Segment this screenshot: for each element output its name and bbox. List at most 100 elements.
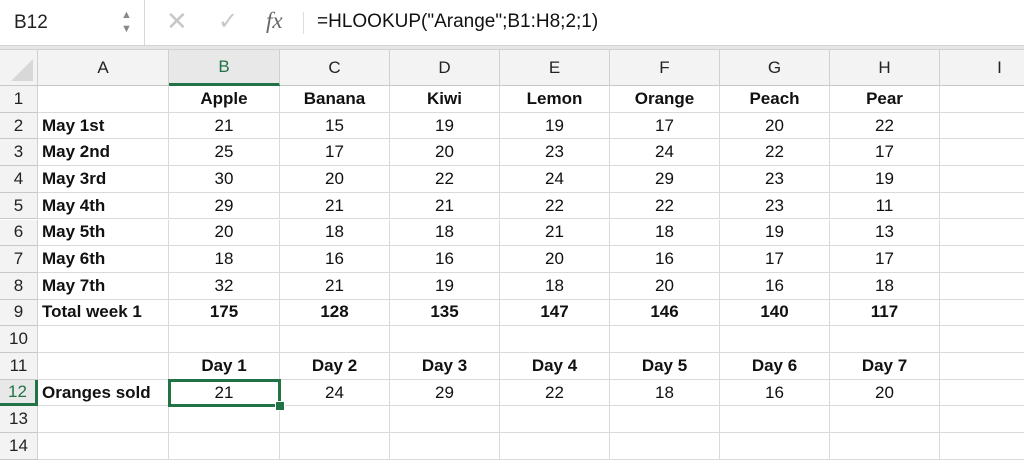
- cell-d13[interactable]: [390, 406, 500, 434]
- function-fx-icon[interactable]: fx: [266, 8, 283, 33]
- cell-i11[interactable]: [940, 353, 1024, 380]
- cell-i9[interactable]: [940, 300, 1024, 327]
- cell-g10[interactable]: [720, 326, 830, 353]
- cell-d11[interactable]: Day 3: [390, 353, 500, 380]
- cell-e5[interactable]: 22: [500, 192, 610, 220]
- cell-c10[interactable]: [280, 326, 390, 353]
- cell-d12[interactable]: 29: [390, 379, 500, 407]
- column-header-i[interactable]: I: [940, 50, 1024, 86]
- cell-b10[interactable]: [169, 326, 280, 353]
- cell-b6[interactable]: 20: [169, 219, 280, 247]
- cell-i1[interactable]: [940, 86, 1024, 113]
- cell-g1[interactable]: Peach: [720, 86, 830, 113]
- cell-a9[interactable]: Total week 1: [38, 299, 169, 327]
- cell-g7[interactable]: 17: [720, 246, 830, 273]
- cell-b1[interactable]: Apple: [169, 86, 280, 113]
- cell-f11[interactable]: Day 5: [610, 353, 720, 380]
- cell-h9[interactable]: 117: [830, 299, 940, 327]
- cell-e9[interactable]: 147: [500, 299, 610, 327]
- cell-d6[interactable]: 18: [390, 219, 500, 247]
- row-header-4[interactable]: 4: [0, 166, 38, 193]
- cell-h3[interactable]: 17: [830, 139, 940, 167]
- cell-i10[interactable]: [940, 326, 1024, 353]
- cell-g13[interactable]: [720, 406, 830, 434]
- cell-a12[interactable]: Oranges sold: [38, 379, 169, 407]
- row-header-3[interactable]: 3: [0, 139, 38, 167]
- row-header-14[interactable]: 14: [0, 433, 38, 460]
- row-header-5[interactable]: 5: [0, 192, 38, 220]
- cell-a3[interactable]: May 2nd: [38, 139, 169, 167]
- cell-b13[interactable]: [169, 406, 280, 434]
- cell-a5[interactable]: May 4th: [38, 192, 169, 220]
- cell-d3[interactable]: 20: [390, 139, 500, 167]
- cell-i7[interactable]: [940, 246, 1024, 273]
- column-header-a[interactable]: A: [38, 50, 169, 86]
- cell-f4[interactable]: 29: [610, 166, 720, 193]
- fill-handle[interactable]: [275, 401, 285, 412]
- cell-f12[interactable]: 18: [610, 379, 720, 407]
- column-header-f[interactable]: F: [610, 50, 720, 86]
- row-header-1[interactable]: 1: [0, 86, 38, 113]
- cell-i2[interactable]: [940, 113, 1024, 140]
- cell-c4[interactable]: 20: [280, 166, 390, 193]
- cell-c1[interactable]: Banana: [280, 86, 390, 113]
- name-box-stepper-icon[interactable]: ▲ ▼: [121, 9, 132, 35]
- cell-a2[interactable]: May 1st: [38, 112, 169, 140]
- cell-e12[interactable]: 22: [500, 379, 610, 407]
- cell-c11[interactable]: Day 2: [280, 353, 390, 380]
- cell-e7[interactable]: 20: [500, 246, 610, 273]
- cell-f7[interactable]: 16: [610, 246, 720, 273]
- cell-a10[interactable]: [38, 326, 169, 353]
- cell-g12[interactable]: 16: [720, 379, 830, 407]
- row-header-7[interactable]: 7: [0, 246, 38, 273]
- cell-e11[interactable]: Day 4: [500, 353, 610, 380]
- row-header-10[interactable]: 10: [0, 326, 38, 353]
- cell-h11[interactable]: Day 7: [830, 353, 940, 380]
- cell-i4[interactable]: [940, 166, 1024, 193]
- column-header-d[interactable]: D: [390, 50, 500, 86]
- cell-d10[interactable]: [390, 326, 500, 353]
- cell-c13[interactable]: [280, 406, 390, 434]
- cell-d1[interactable]: Kiwi: [390, 86, 500, 113]
- cell-h6[interactable]: 13: [830, 219, 940, 247]
- cell-h5[interactable]: 11: [830, 192, 940, 220]
- column-header-c[interactable]: C: [280, 50, 390, 86]
- cell-g11[interactable]: Day 6: [720, 353, 830, 380]
- cell-e3[interactable]: 23: [500, 139, 610, 167]
- row-header-8[interactable]: 8: [0, 272, 38, 300]
- row-header-9[interactable]: 9: [0, 299, 38, 327]
- cell-e13[interactable]: [500, 406, 610, 434]
- cell-f5[interactable]: 22: [610, 192, 720, 220]
- column-header-g[interactable]: G: [720, 50, 830, 86]
- cell-h8[interactable]: 18: [830, 272, 940, 300]
- cell-h10[interactable]: [830, 326, 940, 353]
- cell-a7[interactable]: May 6th: [38, 246, 169, 273]
- select-all-button[interactable]: [0, 50, 38, 86]
- row-header-13[interactable]: 13: [0, 406, 38, 434]
- cell-c2[interactable]: 15: [280, 112, 390, 140]
- cell-d5[interactable]: 21: [390, 192, 500, 220]
- cell-g2[interactable]: 20: [720, 112, 830, 140]
- cell-c12[interactable]: 24: [280, 379, 390, 407]
- cell-i13[interactable]: [940, 406, 1024, 434]
- row-header-6[interactable]: 6: [0, 219, 38, 247]
- cell-g6[interactable]: 19: [720, 219, 830, 247]
- cell-e1[interactable]: Lemon: [500, 86, 610, 113]
- cell-c6[interactable]: 18: [280, 219, 390, 247]
- cell-c7[interactable]: 16: [280, 246, 390, 273]
- cell-b7[interactable]: 18: [169, 246, 280, 273]
- cell-i5[interactable]: [940, 193, 1024, 220]
- cell-e2[interactable]: 19: [500, 112, 610, 140]
- cell-a6[interactable]: May 5th: [38, 219, 169, 247]
- cell-h2[interactable]: 22: [830, 112, 940, 140]
- cell-h12[interactable]: 20: [830, 379, 940, 407]
- cell-c9[interactable]: 128: [280, 299, 390, 327]
- cell-e10[interactable]: [500, 326, 610, 353]
- cell-b8[interactable]: 32: [169, 272, 280, 300]
- cell-f8[interactable]: 20: [610, 272, 720, 300]
- cell-f3[interactable]: 24: [610, 139, 720, 167]
- cell-f13[interactable]: [610, 406, 720, 434]
- column-header-h[interactable]: H: [830, 50, 940, 86]
- cell-f1[interactable]: Orange: [610, 86, 720, 113]
- cell-c3[interactable]: 17: [280, 139, 390, 167]
